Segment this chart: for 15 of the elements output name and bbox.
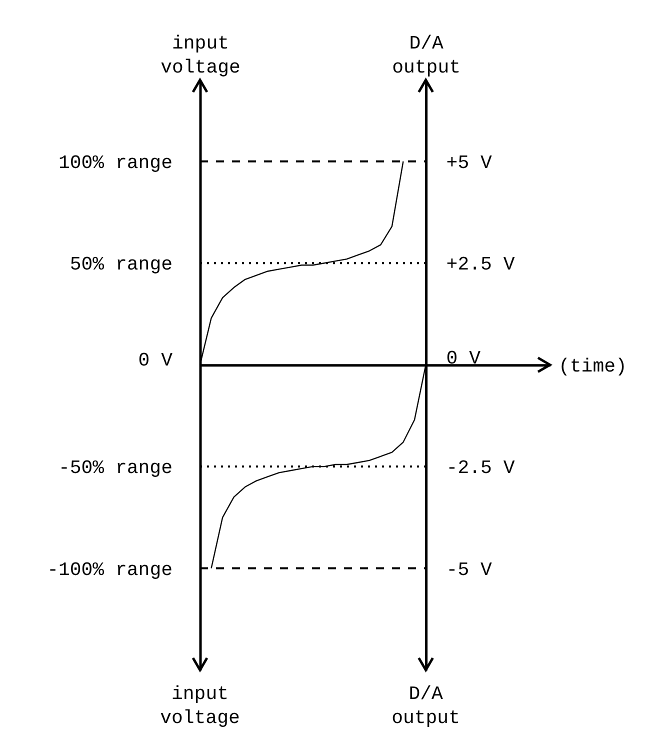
x-axis-title: (time) <box>558 355 627 378</box>
y-tick-label: -50% range <box>58 457 172 480</box>
y2-tick-label: -2.5 V <box>446 457 516 480</box>
y-tick-label: 50% range <box>70 254 172 276</box>
text: D/A output <box>392 683 460 729</box>
y-tick-label: 0 V <box>138 349 174 372</box>
text: input voltage <box>160 683 240 729</box>
y2-tick-label: +2.5 V <box>446 254 516 276</box>
y-tick-label: -100% range <box>47 558 172 581</box>
y2-tick-label: +5 V <box>446 152 493 174</box>
y-axis-title: input voltage <box>160 32 240 78</box>
y2-tick-label: -5 V <box>446 558 493 581</box>
y2-axis-title: D/A output <box>392 32 461 78</box>
y-tick-label: 100% range <box>58 152 172 174</box>
y2-tick-label: 0 V <box>446 347 482 370</box>
